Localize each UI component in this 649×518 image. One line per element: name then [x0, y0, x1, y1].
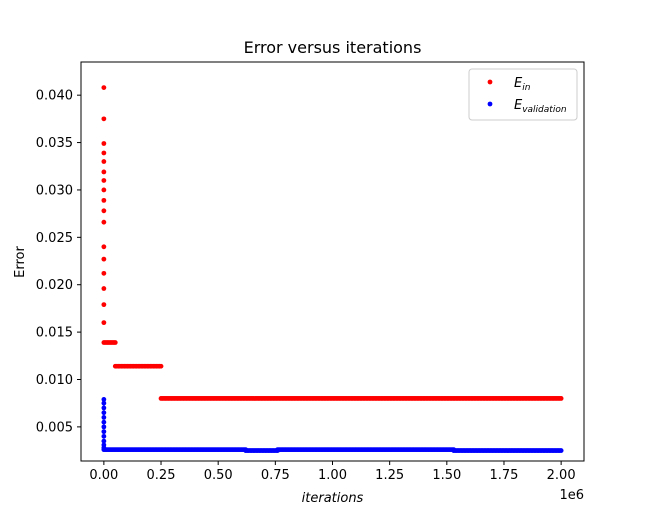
- data-point-e-in: [101, 85, 107, 90]
- x-axis-label: iterations: [302, 491, 364, 506]
- data-point-e-in: [112, 340, 118, 345]
- y-tick-label: 0.010: [36, 373, 73, 388]
- data-point-e-validation: [558, 448, 564, 453]
- x-tick-label: 1.00: [318, 468, 347, 483]
- x-axis-ticks: 0.00 0.25 0.50 0.75 1.00 1.25 1.50 1.75 2.00: [89, 461, 576, 483]
- x-tick-label: 1.50: [432, 468, 461, 483]
- y-tick-label: 0.015: [36, 326, 73, 341]
- data-point-e-in: [101, 116, 107, 122]
- y-tick-label: 0.020: [36, 278, 73, 293]
- data-point-e-in: [101, 187, 107, 193]
- y-tick-label: 0.005: [36, 420, 73, 435]
- data-point-e-validation: [101, 396, 107, 402]
- data-point-e-in: [101, 197, 107, 203]
- data-point-e-in: [101, 302, 107, 308]
- data-point-e-in: [558, 396, 564, 401]
- data-point-e-in: [101, 219, 107, 225]
- x-axis-offset-label: 1e6: [559, 488, 584, 503]
- data-point-e-in: [101, 159, 107, 164]
- legend: Ein Evalidation: [468, 68, 578, 121]
- x-tick-label: 1.75: [490, 468, 519, 483]
- data-point-e-validation: [101, 410, 107, 416]
- legend-label-e-validation-main: E: [514, 98, 523, 113]
- legend-label-e-in: Ein: [514, 76, 531, 93]
- data-point-e-validation: [101, 415, 107, 420]
- plot-area: [81, 62, 584, 461]
- legend-label-e-in-sub: in: [522, 83, 531, 93]
- data-point-e-validation: [101, 419, 107, 425]
- x-tick-label: 0.00: [89, 468, 118, 483]
- plot-frame: [80, 61, 585, 462]
- data-points: [101, 85, 564, 453]
- data-point-e-in: [101, 270, 107, 276]
- data-point-e-in: [101, 178, 107, 183]
- series-e-validation: [101, 396, 564, 453]
- legend-frame: [468, 68, 578, 121]
- data-point-e-in: [101, 320, 107, 326]
- legend-marker-e-validation: [487, 101, 493, 107]
- data-point-e-in: [101, 244, 107, 250]
- data-point-e-in: [101, 141, 107, 146]
- x-tick-label: 1.25: [375, 468, 404, 483]
- data-point-e-validation: [101, 433, 107, 439]
- x-tick-label: 0.25: [147, 468, 176, 483]
- data-point-e-validation: [101, 405, 107, 411]
- y-tick-label: 0.030: [36, 183, 73, 198]
- chart-title: Error versus iterations: [244, 38, 422, 57]
- legend-label-e-validation: Evalidation: [514, 98, 567, 115]
- data-point-e-in: [101, 150, 107, 156]
- data-point-e-in: [101, 208, 107, 214]
- legend-label-e-in-main: E: [514, 76, 523, 91]
- y-tick-label: 0.025: [36, 231, 73, 246]
- x-tick-label: 2.00: [547, 468, 576, 483]
- data-point-e-validation: [101, 438, 107, 444]
- x-tick-label: 0.75: [261, 468, 290, 483]
- y-tick-label: 0.035: [36, 136, 73, 151]
- y-axis-label: Error: [13, 246, 28, 278]
- data-point-e-validation: [101, 400, 107, 406]
- data-point-e-in: [101, 169, 107, 175]
- data-point-e-in: [101, 256, 107, 262]
- data-point-e-validation: [101, 424, 107, 430]
- data-point-e-in: [158, 363, 164, 369]
- series-e-in: [101, 85, 564, 401]
- data-point-e-in: [101, 286, 107, 291]
- y-tick-label: 0.040: [36, 89, 73, 104]
- x-tick-label: 0.50: [204, 468, 233, 483]
- legend-label-e-validation-sub: validation: [522, 105, 567, 115]
- data-point-e-validation: [101, 429, 107, 435]
- y-axis-ticks: 0.005 0.010 0.015 0.020 0.025 0.030 0.035 0.040: [36, 89, 81, 435]
- legend-marker-e-in: [487, 79, 493, 85]
